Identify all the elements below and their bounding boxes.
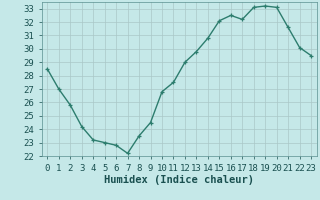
X-axis label: Humidex (Indice chaleur): Humidex (Indice chaleur) <box>104 175 254 185</box>
